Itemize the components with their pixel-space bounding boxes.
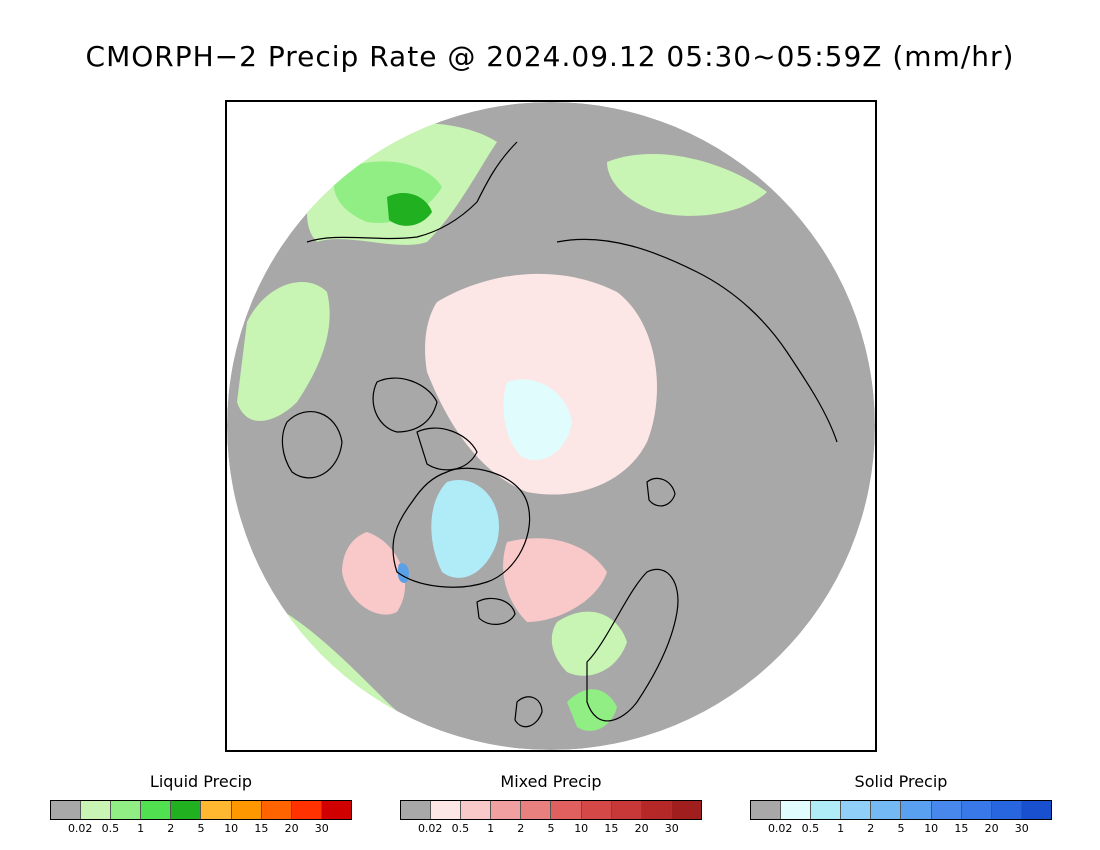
polar-precip-map bbox=[227, 102, 875, 750]
coastline-canadian-archipelago bbox=[372, 377, 478, 471]
solid-precip-swatch-2 bbox=[811, 801, 842, 819]
mixed-precip-tick-label: 30 bbox=[664, 822, 679, 835]
liquid-precip-tick-label: 2 bbox=[167, 822, 175, 835]
liquid-precip-tick-label: 5 bbox=[197, 822, 205, 835]
mixed-precip-swatch-2 bbox=[461, 801, 492, 819]
liquid-precip-swatch-1 bbox=[81, 801, 112, 819]
liquid-precip-region-siberia bbox=[607, 153, 767, 216]
solid-precip-tick-label: 0.5 bbox=[801, 822, 820, 835]
liquid-precip-tick-label: 30 bbox=[314, 822, 329, 835]
liquid-precip-swatch-7 bbox=[261, 801, 292, 819]
mixed-precip-swatch-8 bbox=[641, 801, 672, 819]
liquid-precip-swatch-3 bbox=[141, 801, 172, 819]
solid-precip-swatch-9 bbox=[1021, 801, 1051, 819]
liquid-precip-tick-label: 1 bbox=[137, 822, 145, 835]
solid-precip-tick-label: 1 bbox=[837, 822, 845, 835]
coastline-hudson-bay bbox=[281, 411, 343, 479]
coastline-alaska bbox=[306, 141, 518, 243]
solid-precip-tick-label: 15 bbox=[954, 822, 969, 835]
solid-precip-tick-label: 5 bbox=[897, 822, 905, 835]
solid-precip-legend-title: Solid Precip bbox=[854, 772, 948, 791]
mixed-precip-legend-title: Mixed Precip bbox=[500, 772, 602, 791]
mixed-precip-tick-label: 10 bbox=[574, 822, 589, 835]
liquid-precip-tick-label: 0.5 bbox=[101, 822, 120, 835]
liquid-precip-tick-label: 20 bbox=[284, 822, 299, 835]
liquid-precip-swatch-2 bbox=[111, 801, 142, 819]
liquid-precip-tick-label: 10 bbox=[224, 822, 239, 835]
liquid-precip-swatch-5 bbox=[201, 801, 232, 819]
polar-map-frame bbox=[225, 100, 877, 752]
mixed-precip-swatch-7 bbox=[611, 801, 642, 819]
solid-precip-region-greenland bbox=[431, 480, 499, 578]
mixed-precip-tick-label: 2 bbox=[517, 822, 525, 835]
mixed-precip-tick-label: 0.5 bbox=[451, 822, 470, 835]
liquid-precip-tick-labels: 0.02 0.5 1 2 5 10 15 20 30 bbox=[50, 822, 352, 836]
liquid-precip-region-west-coast bbox=[237, 282, 330, 421]
mixed-precip-tick-label: 1 bbox=[487, 822, 495, 835]
solid-precip-swatch-1 bbox=[781, 801, 812, 819]
chart-title: CMORPH−2 Precip Rate @ 2024.09.12 05:30~… bbox=[85, 40, 1015, 73]
solid-precip-swatch-3 bbox=[841, 801, 872, 819]
mixed-precip-swatch-6 bbox=[581, 801, 612, 819]
liquid-precip-tick-label: 15 bbox=[254, 822, 269, 835]
mixed-precip-tick-label: 20 bbox=[634, 822, 649, 835]
mixed-precip-swatch-3 bbox=[491, 801, 522, 819]
mixed-precip-color-bar bbox=[400, 800, 702, 820]
mixed-precip-swatch-1 bbox=[431, 801, 462, 819]
liquid-precip-legend: Liquid Precip 0.02 0.5 1 2 5 10 15 20 30 bbox=[50, 772, 352, 836]
coastline-british-isles bbox=[514, 696, 543, 728]
solid-precip-swatch-8 bbox=[991, 801, 1022, 819]
coastlines bbox=[281, 141, 838, 728]
liquid-precip-swatch-9 bbox=[321, 801, 351, 819]
solid-precip-legend: Solid Precip 0.02 0.5 1 2 5 10 15 20 30 bbox=[750, 772, 1052, 836]
mixed-precip-tick-label: 15 bbox=[604, 822, 619, 835]
mixed-precip-region-norwegian-sea bbox=[503, 538, 607, 622]
solid-precip-tick-label: 20 bbox=[984, 822, 999, 835]
mixed-precip-swatch-0 bbox=[401, 801, 432, 819]
solid-precip-tick-label: 30 bbox=[1014, 822, 1029, 835]
liquid-precip-tick-label: 0.02 bbox=[67, 822, 93, 835]
mixed-precip-legend: Mixed Precip 0.02 0.5 1 2 5 10 15 20 30 bbox=[400, 772, 702, 836]
mixed-precip-swatch-5 bbox=[551, 801, 582, 819]
solid-precip-region-pole bbox=[503, 379, 572, 461]
liquid-precip-legend-title: Liquid Precip bbox=[149, 772, 253, 791]
mixed-precip-swatch-4 bbox=[521, 801, 552, 819]
liquid-precip-swatch-0 bbox=[51, 801, 82, 819]
liquid-precip-swatch-4 bbox=[171, 801, 202, 819]
solid-precip-tick-label: 0.02 bbox=[767, 822, 793, 835]
solid-precip-swatch-7 bbox=[961, 801, 992, 819]
solid-precip-tick-label: 2 bbox=[867, 822, 875, 835]
solid-precip-tick-label: 10 bbox=[924, 822, 939, 835]
mixed-precip-region-greenland-sea bbox=[342, 532, 406, 615]
solid-precip-swatch-0 bbox=[751, 801, 782, 819]
mixed-precip-swatch-9 bbox=[671, 801, 701, 819]
coastline-greenland bbox=[392, 467, 531, 588]
solid-precip-swatch-4 bbox=[871, 801, 902, 819]
liquid-precip-color-bar bbox=[50, 800, 352, 820]
coastline-iceland bbox=[476, 597, 516, 625]
mixed-precip-tick-label: 5 bbox=[547, 822, 555, 835]
solid-precip-tick-labels: 0.02 0.5 1 2 5 10 15 20 30 bbox=[750, 822, 1052, 836]
liquid-precip-swatch-6 bbox=[231, 801, 262, 819]
solid-precip-swatch-5 bbox=[901, 801, 932, 819]
liquid-precip-region-alaska-heavy bbox=[387, 192, 432, 226]
mixed-precip-tick-labels: 0.02 0.5 1 2 5 10 15 20 30 bbox=[400, 822, 702, 836]
liquid-precip-region-north-atlantic bbox=[551, 611, 627, 676]
solid-precip-swatch-6 bbox=[931, 801, 962, 819]
coastline-svalbard bbox=[646, 477, 676, 507]
liquid-precip-swatch-8 bbox=[291, 801, 322, 819]
coastline-siberia bbox=[556, 238, 838, 443]
coastline-scandinavia bbox=[586, 568, 679, 722]
solid-precip-color-bar bbox=[750, 800, 1052, 820]
mixed-precip-tick-label: 0.02 bbox=[417, 822, 443, 835]
